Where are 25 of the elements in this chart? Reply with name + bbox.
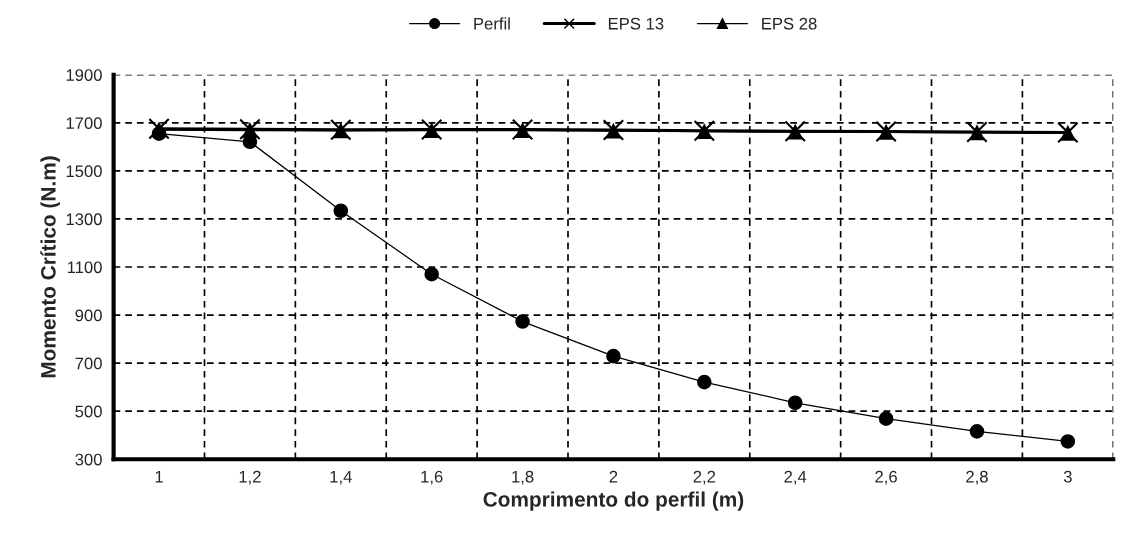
y-tick-label: 1700 xyxy=(66,117,102,130)
x-tick-label: 3 xyxy=(1063,470,1072,483)
x-tick-label: 2,2 xyxy=(693,470,716,485)
x-tick-label: 1,6 xyxy=(421,470,443,485)
x-tick-label: 1,8 xyxy=(512,470,534,485)
legend-label: Perfil xyxy=(474,17,510,30)
legend-label: EPS 28 xyxy=(762,17,817,30)
x-tick-label: 2 xyxy=(609,470,618,483)
y-axis-title: Momento Crítico (N.m) xyxy=(40,156,60,378)
y-tick-label: 1300 xyxy=(66,213,102,226)
y-tick-label: 1100 xyxy=(67,261,102,274)
y-tick-label: 500 xyxy=(75,405,102,418)
legend-label: EPS 13 xyxy=(608,17,664,30)
y-tick-label: 700 xyxy=(75,357,102,370)
x-tick-label: 1,2 xyxy=(239,470,261,485)
y-tick-label: 1500 xyxy=(66,165,102,178)
x-tick-label: 1,4 xyxy=(330,470,352,485)
x-tick-label: 1 xyxy=(155,470,163,483)
x-tick-label: 2,8 xyxy=(966,470,988,485)
x-tick-label: 2,6 xyxy=(875,470,897,485)
y-tick-label: 900 xyxy=(75,309,102,322)
y-tick-label: 300 xyxy=(75,453,102,466)
x-tick-label: 2,4 xyxy=(784,470,807,485)
y-tick-label: 1900 xyxy=(66,69,102,81)
x-axis-title: Comprimento do perfil (m) xyxy=(483,491,744,511)
